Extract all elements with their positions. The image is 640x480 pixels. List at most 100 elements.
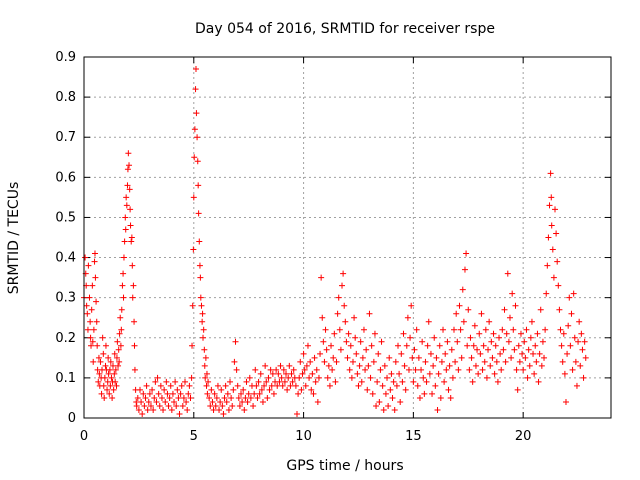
data-point — [143, 382, 150, 389]
data-point — [199, 310, 206, 317]
data-point — [387, 386, 394, 393]
data-point — [410, 378, 417, 385]
data-point — [192, 86, 199, 93]
data-point — [259, 398, 266, 405]
data-point — [411, 346, 418, 353]
data-point — [242, 394, 249, 401]
data-point — [377, 366, 384, 373]
data-point — [376, 398, 383, 405]
data-point — [558, 342, 565, 349]
data-point — [309, 370, 316, 377]
data-point — [220, 410, 227, 417]
data-point — [525, 346, 532, 353]
data-point — [102, 342, 109, 349]
data-point — [386, 354, 393, 361]
data-point — [550, 274, 557, 281]
data-point — [390, 378, 397, 385]
data-point — [211, 390, 218, 397]
data-point — [397, 398, 404, 405]
data-point — [548, 194, 555, 201]
data-point — [370, 358, 377, 365]
data-point — [568, 310, 575, 317]
data-point — [149, 386, 156, 393]
data-point — [475, 370, 482, 377]
data-point — [163, 378, 170, 385]
data-point — [448, 346, 455, 353]
data-point — [239, 398, 246, 405]
data-point — [477, 350, 484, 357]
data-point — [142, 394, 149, 401]
data-point — [296, 374, 303, 381]
data-point — [196, 238, 203, 245]
data-point — [287, 382, 294, 389]
data-point — [449, 374, 456, 381]
data-point — [311, 354, 318, 361]
data-point — [136, 386, 143, 393]
data-point — [236, 402, 243, 409]
data-point — [393, 382, 400, 389]
data-point — [144, 406, 151, 413]
data-point — [382, 390, 389, 397]
data-point — [174, 386, 181, 393]
data-point — [456, 302, 463, 309]
data-point — [304, 342, 311, 349]
data-point — [208, 386, 215, 393]
data-point — [89, 338, 96, 345]
data-point — [545, 234, 552, 241]
data-point — [112, 366, 119, 373]
data-point — [442, 350, 449, 357]
data-point — [414, 382, 421, 389]
data-point — [385, 402, 392, 409]
data-point — [290, 366, 297, 373]
data-point — [441, 378, 448, 385]
data-point — [409, 354, 416, 361]
data-point — [157, 382, 164, 389]
data-point — [556, 306, 563, 313]
data-point — [549, 246, 556, 253]
data-point — [308, 386, 315, 393]
data-point — [358, 378, 365, 385]
data-point — [155, 390, 162, 397]
data-point — [93, 298, 100, 305]
data-point — [195, 182, 202, 189]
data-point — [205, 378, 212, 385]
data-point — [403, 342, 410, 349]
data-point — [335, 294, 342, 301]
data-point — [402, 386, 409, 393]
data-point — [127, 206, 134, 213]
data-point — [153, 398, 160, 405]
data-point — [474, 346, 481, 353]
data-point — [207, 402, 214, 409]
data-point — [185, 390, 192, 397]
data-point — [131, 342, 138, 349]
data-point — [359, 354, 366, 361]
data-point — [515, 342, 522, 349]
y-tick-label: 0.3 — [55, 291, 76, 306]
data-point — [113, 354, 120, 361]
data-point — [97, 358, 104, 365]
data-point — [278, 374, 285, 381]
data-point — [104, 386, 111, 393]
data-point — [274, 382, 281, 389]
data-point — [156, 402, 163, 409]
data-point — [329, 366, 336, 373]
data-point — [505, 338, 512, 345]
data-point — [126, 162, 133, 169]
data-point — [452, 358, 459, 365]
data-point — [135, 406, 142, 413]
data-point — [401, 362, 408, 369]
data-point — [470, 342, 477, 349]
data-point — [189, 302, 196, 309]
data-point — [229, 402, 236, 409]
data-point — [569, 366, 576, 373]
data-point — [120, 294, 127, 301]
data-point — [283, 370, 290, 377]
data-point — [392, 358, 399, 365]
data-point — [302, 382, 309, 389]
data-point — [129, 294, 136, 301]
data-point — [101, 394, 108, 401]
data-point — [179, 402, 186, 409]
data-point — [90, 326, 97, 333]
data-point — [276, 378, 283, 385]
data-point — [307, 358, 314, 365]
